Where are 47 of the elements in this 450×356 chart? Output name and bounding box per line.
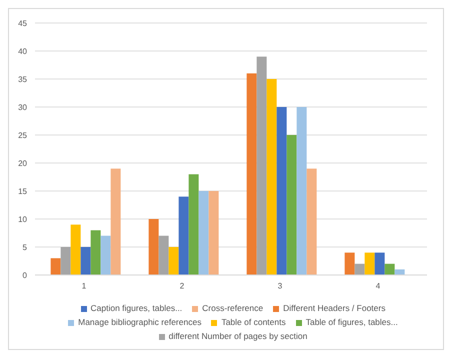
bar — [50, 258, 61, 275]
bar — [374, 252, 385, 275]
legend-label: Table of figures, tables... — [306, 317, 398, 327]
bar — [158, 236, 169, 275]
bar — [198, 191, 209, 275]
bar — [70, 224, 81, 275]
y-tick-label: 25 — [18, 130, 28, 140]
bar — [354, 264, 365, 275]
bar — [110, 168, 121, 275]
bar — [188, 174, 199, 275]
bar — [60, 247, 71, 275]
bar — [80, 247, 91, 275]
bar — [148, 219, 159, 275]
bar — [208, 191, 219, 275]
legend-label: Caption figures, tables... — [90, 303, 182, 313]
x-tick-label: 1 — [82, 282, 87, 291]
y-tick-label: 30 — [18, 102, 28, 112]
legend-label: different Number of pages by section — [168, 331, 308, 341]
bar — [256, 56, 267, 275]
x-tick-label: 4 — [376, 282, 381, 291]
x-tick-label: 3 — [278, 282, 283, 291]
y-tick-label: 5 — [22, 242, 28, 252]
x-tick-label: 2 — [180, 282, 185, 291]
bar — [100, 236, 111, 275]
legend-label: Different Headers / Footers — [283, 303, 386, 313]
bar — [286, 135, 297, 275]
bar — [178, 196, 189, 275]
legend-label: Manage bibliographic references — [78, 317, 202, 327]
legend-label: Table of contents — [221, 317, 286, 327]
bar — [276, 107, 287, 275]
y-tick-label: 10 — [18, 214, 28, 224]
bar — [344, 252, 355, 275]
legend-label: Cross-reference — [202, 303, 264, 313]
bar — [384, 264, 395, 275]
y-tick-label: 45 — [18, 18, 28, 28]
y-tick-label: 35 — [18, 74, 28, 84]
y-tick-label: 40 — [18, 46, 28, 56]
bar — [364, 252, 375, 275]
bar — [306, 168, 317, 275]
bar — [246, 73, 257, 275]
y-tick-label: 0 — [22, 270, 28, 280]
bar — [90, 230, 101, 275]
bar — [168, 247, 179, 275]
y-tick-label: 15 — [18, 186, 28, 196]
bar — [266, 79, 277, 275]
bar — [296, 107, 307, 275]
y-tick-label: 20 — [18, 158, 28, 168]
